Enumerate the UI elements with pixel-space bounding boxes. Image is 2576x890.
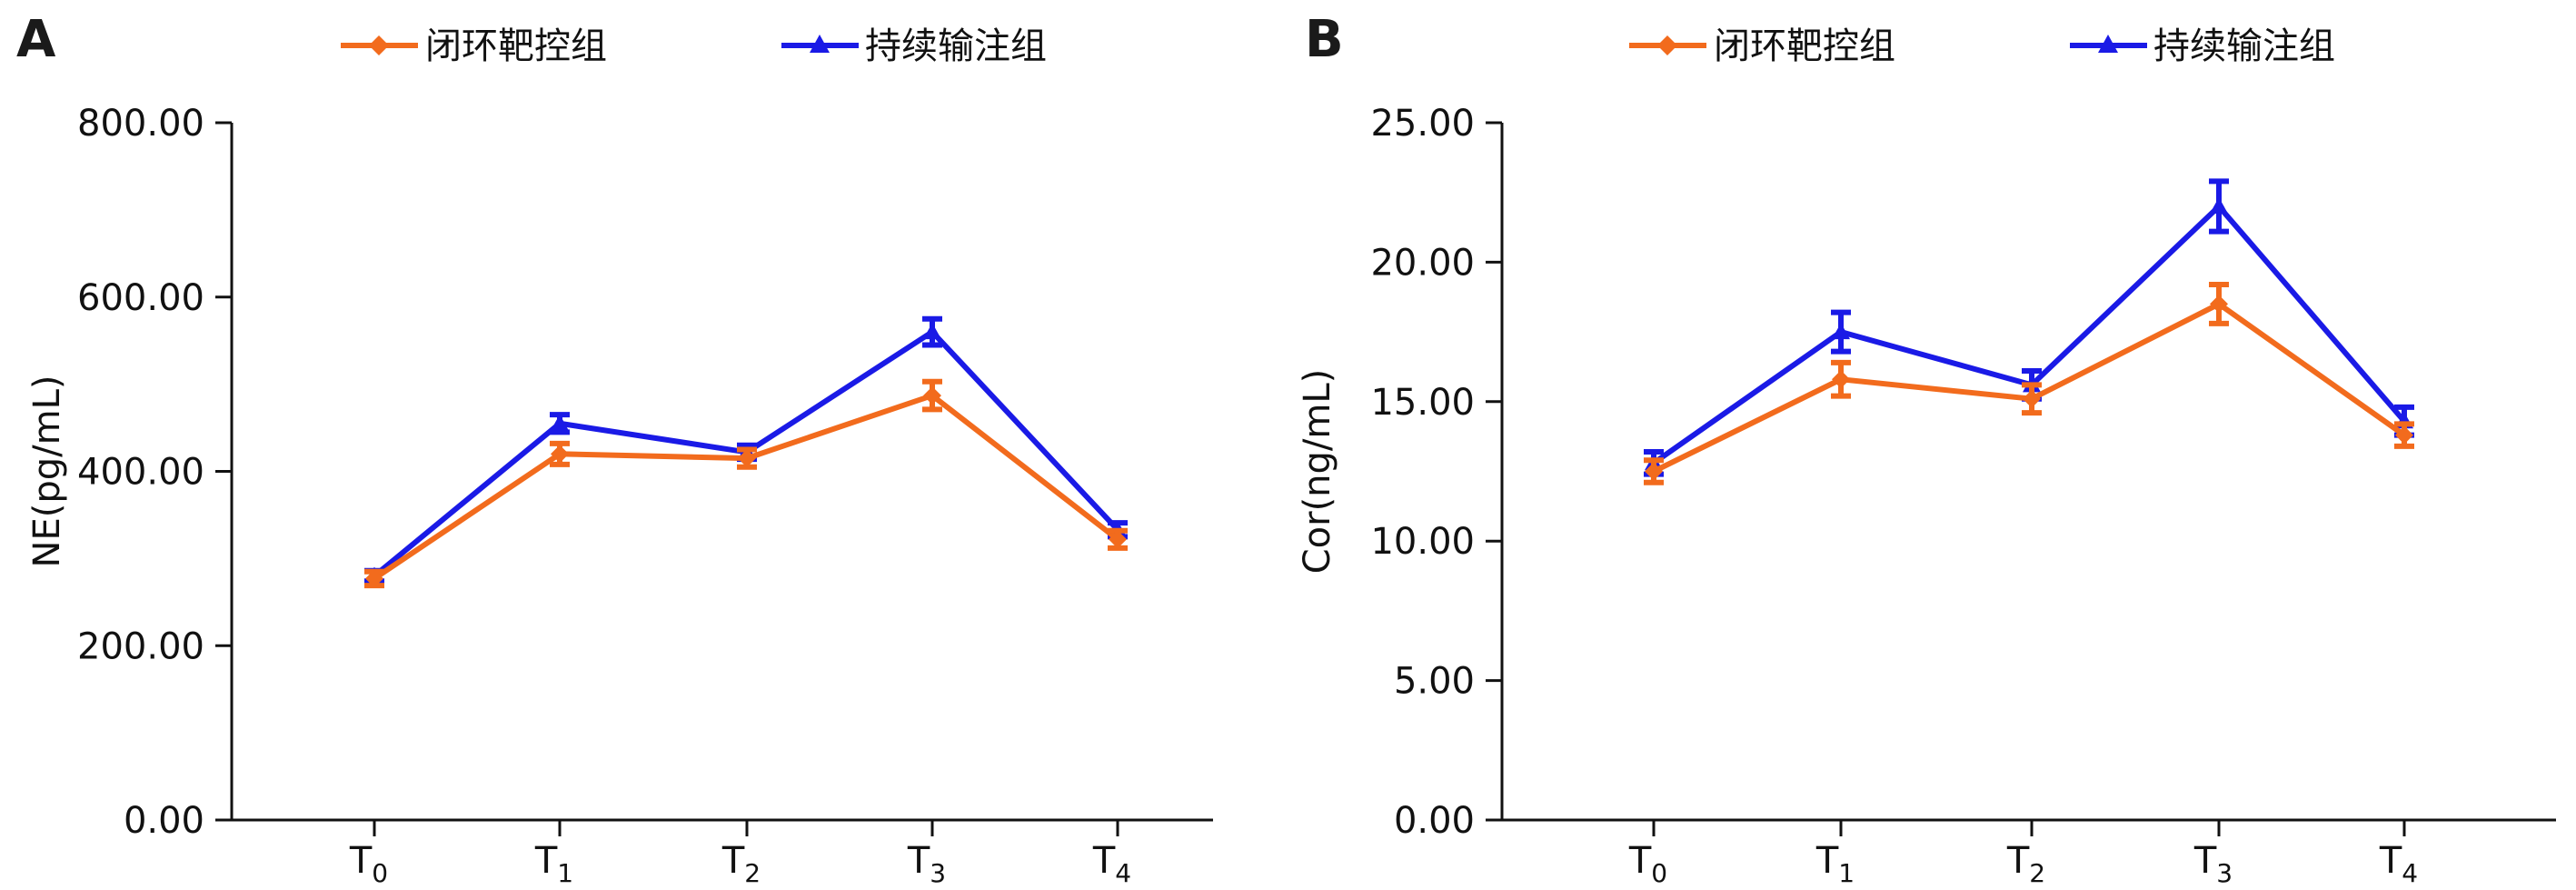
legend-label: 闭环靶控组 xyxy=(425,25,607,67)
series-line xyxy=(1652,202,2407,465)
x-tick-label: T0 xyxy=(1628,840,1667,888)
x-tick-main: T xyxy=(2379,840,2402,882)
data-point xyxy=(923,386,941,405)
x-tick-label: T2 xyxy=(721,840,761,888)
x-tick-subscript: 3 xyxy=(2216,858,2233,888)
x-tick-label: T4 xyxy=(1092,840,1131,888)
x-tick-subscript: 0 xyxy=(372,858,388,888)
x-tick-main: T xyxy=(907,840,930,882)
y-tick-label: 25.00 xyxy=(1370,103,1475,145)
series-continuous xyxy=(1644,178,2414,477)
x-tick-subscript: 4 xyxy=(2402,858,2418,888)
x-tick-subscript: 1 xyxy=(557,858,573,888)
x-tick-subscript: 2 xyxy=(744,858,761,888)
x-tick-subscript: 2 xyxy=(2029,858,2045,888)
data-point xyxy=(1832,370,1850,389)
y-tick-label: 0.00 xyxy=(124,800,204,842)
x-tick-label: T2 xyxy=(2006,840,2045,888)
data-point xyxy=(365,569,383,588)
legend-triangle-marker xyxy=(2098,35,2118,53)
x-tick-label: T3 xyxy=(907,840,946,888)
y-tick-label: 800.00 xyxy=(77,103,204,145)
x-tick-main: T xyxy=(721,840,745,882)
legend-item: 持续输注组 xyxy=(781,25,1047,67)
x-tick-label: T1 xyxy=(1815,840,1855,888)
data-point xyxy=(2395,425,2413,445)
data-point xyxy=(2210,295,2228,314)
y-tick-label: 15.00 xyxy=(1370,382,1475,424)
legend-item: 持续输注组 xyxy=(2070,25,2335,67)
x-tick-subscript: 0 xyxy=(1651,858,1667,888)
y-axis-title: NE(pg/mL) xyxy=(26,375,68,568)
y-tick-label: 400.00 xyxy=(77,452,204,494)
x-tick-main: T xyxy=(349,840,373,882)
y-tick-label: 0.00 xyxy=(1394,800,1475,842)
x-tick-main: T xyxy=(2193,840,2217,882)
data-point xyxy=(1832,323,1850,340)
x-tick-main: T xyxy=(1815,840,1839,882)
x-tick-main: T xyxy=(1628,840,1652,882)
x-tick-subscript: 1 xyxy=(1838,858,1855,888)
x-tick-label: T4 xyxy=(2379,840,2418,888)
series-closed-loop xyxy=(364,378,1128,589)
data-point xyxy=(1645,462,1663,481)
legend-diamond-marker xyxy=(1657,35,1677,55)
x-tick-main: T xyxy=(1092,840,1116,882)
x-tick-main: T xyxy=(534,840,558,882)
data-point xyxy=(2210,197,2228,215)
legend-triangle-marker xyxy=(810,35,830,53)
panel-label: B xyxy=(1305,10,1344,69)
chart-panel-b: B 闭环靶控组 持续输注组 0.00 5.00 10.00 15.00 20.00 25.00 C… xyxy=(1288,0,2576,890)
x-tick-subscript: 3 xyxy=(930,858,946,888)
chart-b-svg: B 闭环靶控组 持续输注组 0.00 5.00 10.00 15.00 20.00 25.00 C… xyxy=(1297,10,2556,888)
x-tick-label: T0 xyxy=(349,840,388,888)
x-tick-main: T xyxy=(2006,840,2030,882)
y-axis-title: Cor(ng/mL) xyxy=(1297,369,1338,575)
data-point xyxy=(923,323,941,340)
y-tick-label: 200.00 xyxy=(77,625,204,667)
legend-diamond-marker xyxy=(369,35,389,55)
series-closed-loop xyxy=(1644,281,2414,485)
data-point xyxy=(1109,530,1127,549)
x-tick-label: T3 xyxy=(2193,840,2233,888)
legend-label: 闭环靶控组 xyxy=(1714,25,1895,67)
chart-panel-a: A 闭环靶控组 持续输注组 0.00 200.00 400.00 600.00 800.00 N… xyxy=(16,10,1213,888)
chart-a-svg: A 闭环靶控组 持续输注组 0.00 200.00 400.00 600.00 800.00 N… xyxy=(16,10,1213,888)
panel-label: A xyxy=(16,10,56,69)
data-point xyxy=(551,414,569,431)
data-point xyxy=(2023,389,2041,408)
y-tick-label: 20.00 xyxy=(1370,242,1475,284)
data-point xyxy=(738,449,756,468)
legend-label: 持续输注组 xyxy=(2153,25,2335,67)
x-tick-label: T1 xyxy=(534,840,573,888)
y-tick-label: 5.00 xyxy=(1394,661,1475,703)
legend-label: 持续输注组 xyxy=(865,25,1047,67)
y-tick-label: 10.00 xyxy=(1370,521,1475,563)
legend-item: 闭环靶控组 xyxy=(341,25,607,67)
legend-item: 闭环靶控组 xyxy=(1629,25,1895,67)
x-tick-subscript: 4 xyxy=(1115,858,1131,888)
y-tick-label: 600.00 xyxy=(77,277,204,319)
data-point xyxy=(551,445,569,464)
